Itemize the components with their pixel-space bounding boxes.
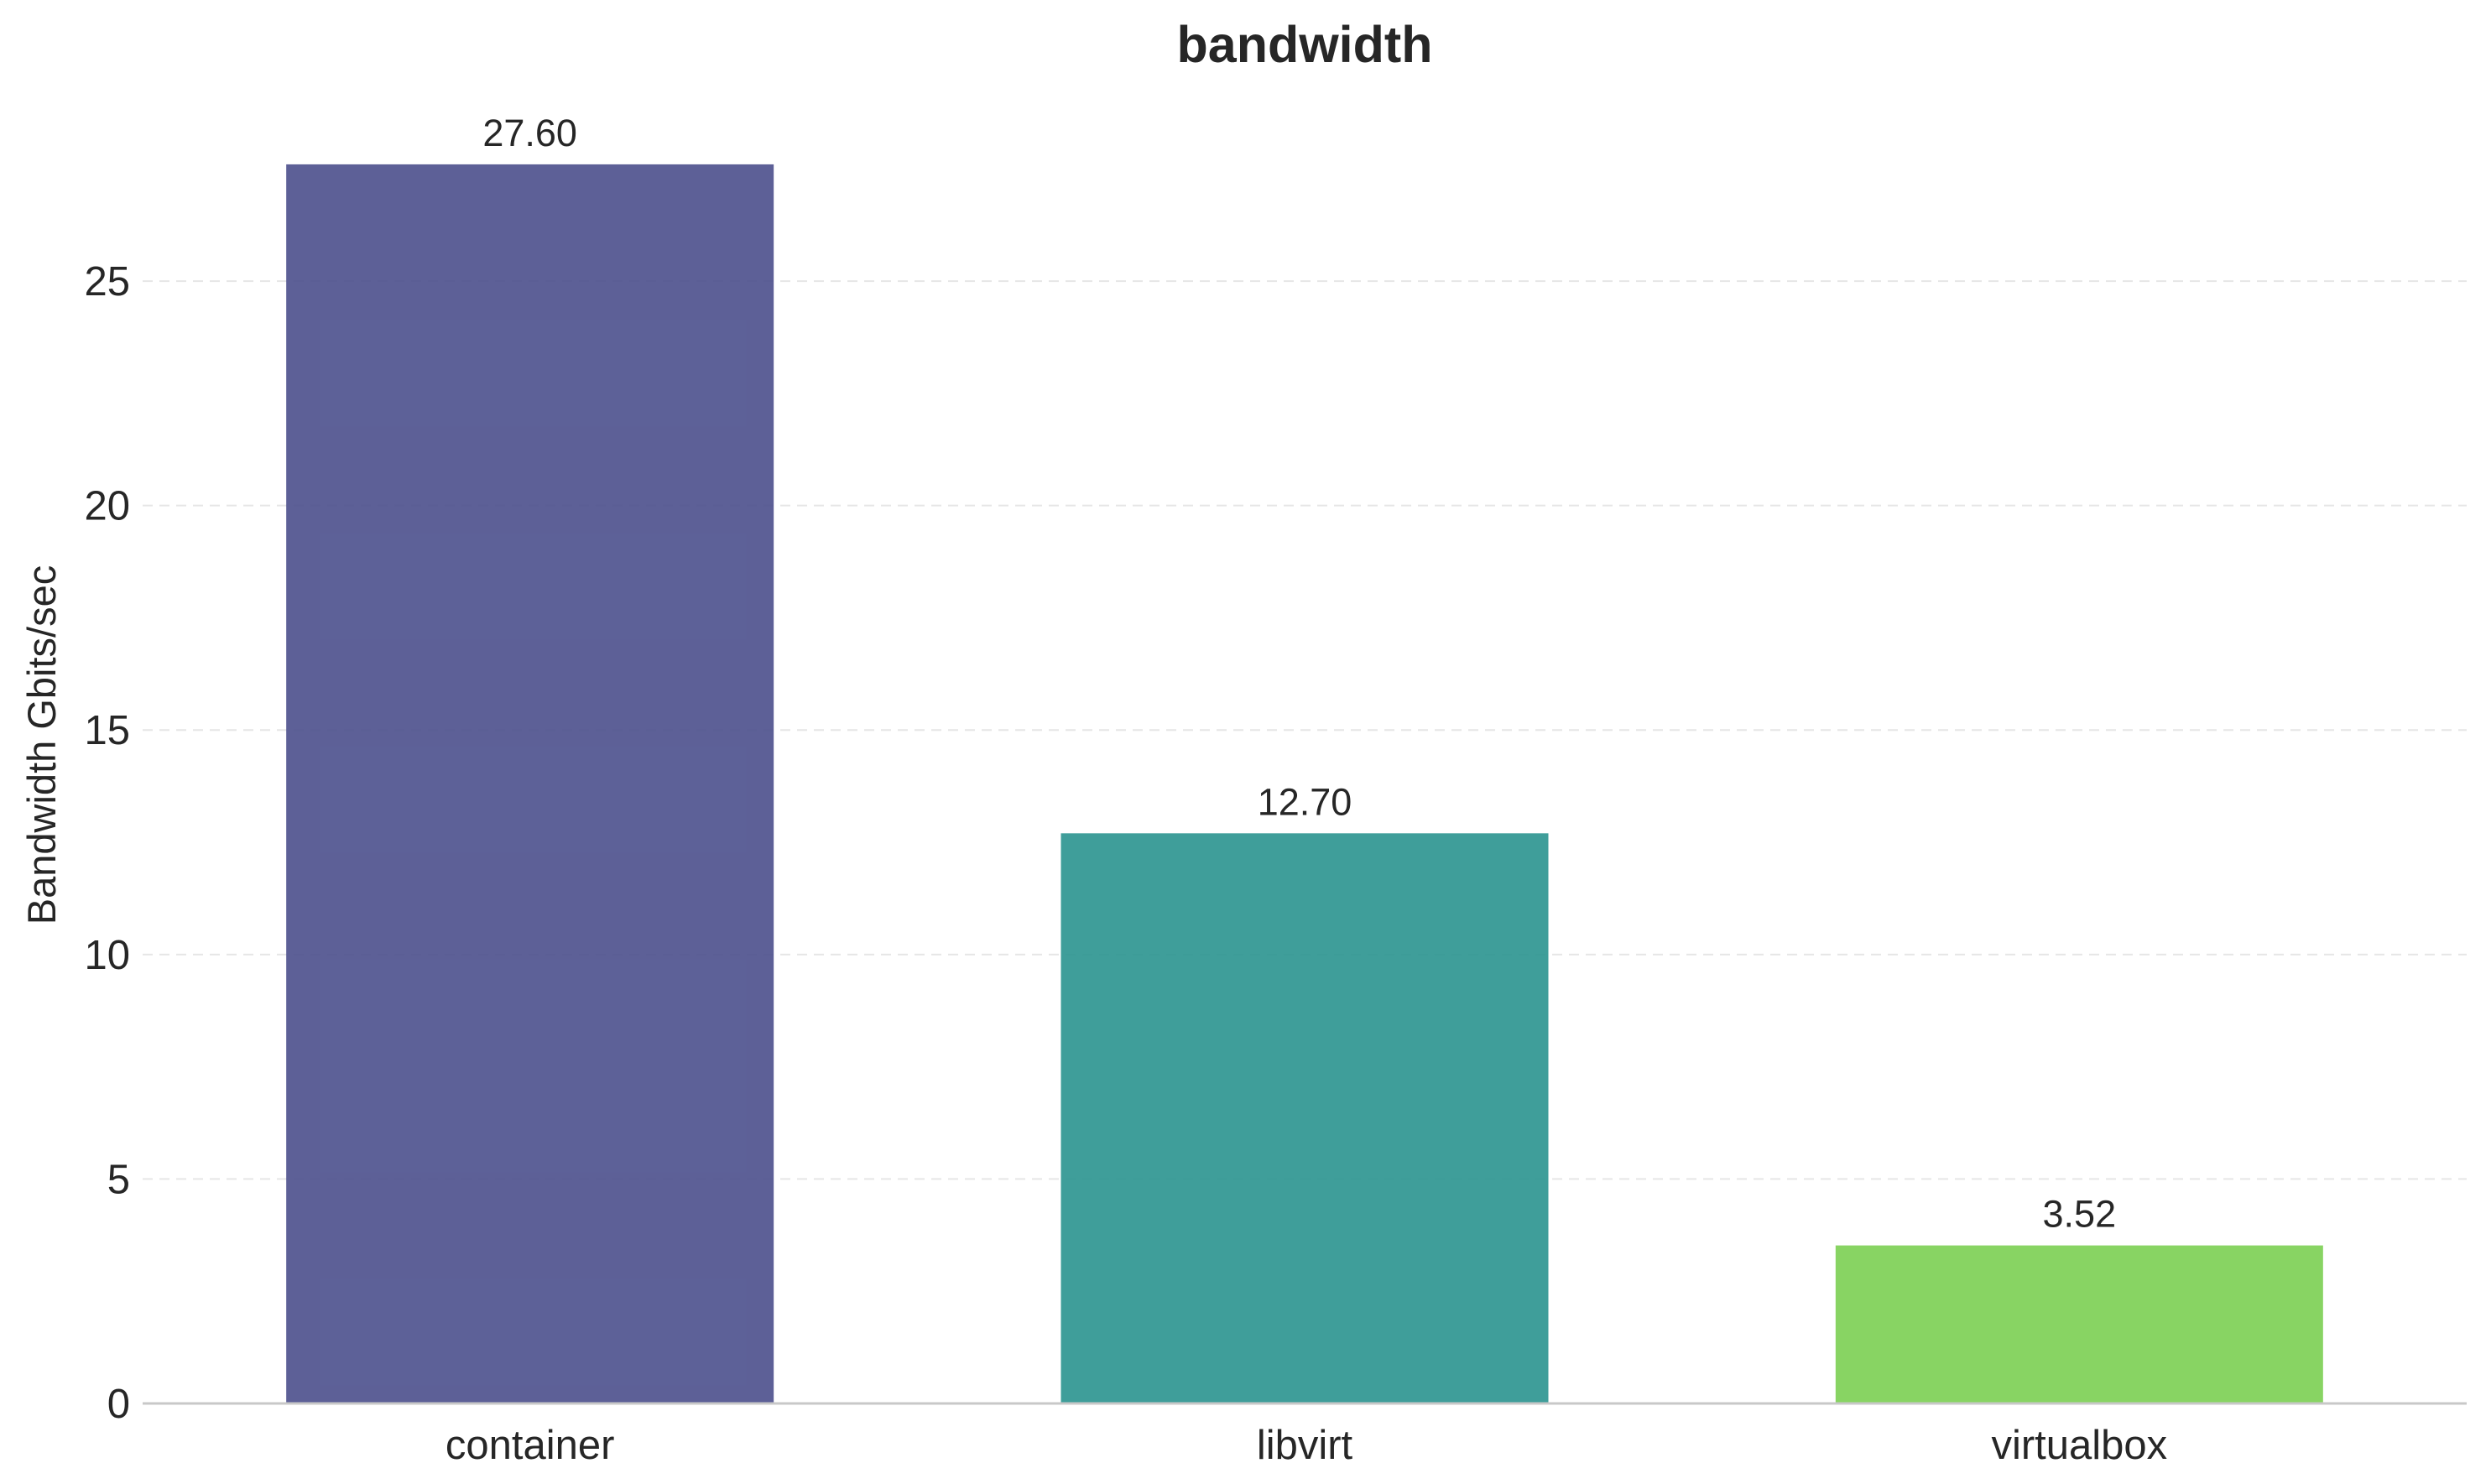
y-tick-label: 0	[107, 1382, 130, 1427]
value-label-libvirt: 12.70	[1258, 780, 1352, 823]
y-tick-label: 5	[107, 1157, 130, 1202]
y-tick-label: 10	[84, 933, 130, 978]
x-tick-label-virtualbox: virtualbox	[1991, 1423, 2167, 1468]
chart-title: bandwidth	[1177, 16, 1433, 73]
bar-virtualbox	[1835, 1245, 2323, 1403]
value-label-layer: 27.60 12.70 3.52	[482, 112, 2116, 1236]
tick-layer: 0 5 10 15 20 25 container libvirt virtualbox	[84, 259, 2167, 1468]
bar-libvirt	[1060, 833, 1549, 1403]
y-tick-label: 25	[84, 259, 130, 305]
x-tick-label-libvirt: libvirt	[1257, 1423, 1353, 1468]
bar-container	[286, 164, 774, 1404]
bar-layer	[286, 164, 2323, 1404]
y-tick-label: 15	[84, 708, 130, 753]
value-label-virtualbox: 3.52	[2043, 1193, 2117, 1236]
value-label-container: 27.60	[482, 112, 577, 154]
x-tick-label-container: container	[446, 1423, 615, 1468]
y-tick-label: 20	[84, 484, 130, 529]
y-axis-label: Bandwidth Gbits/sec	[19, 565, 64, 924]
